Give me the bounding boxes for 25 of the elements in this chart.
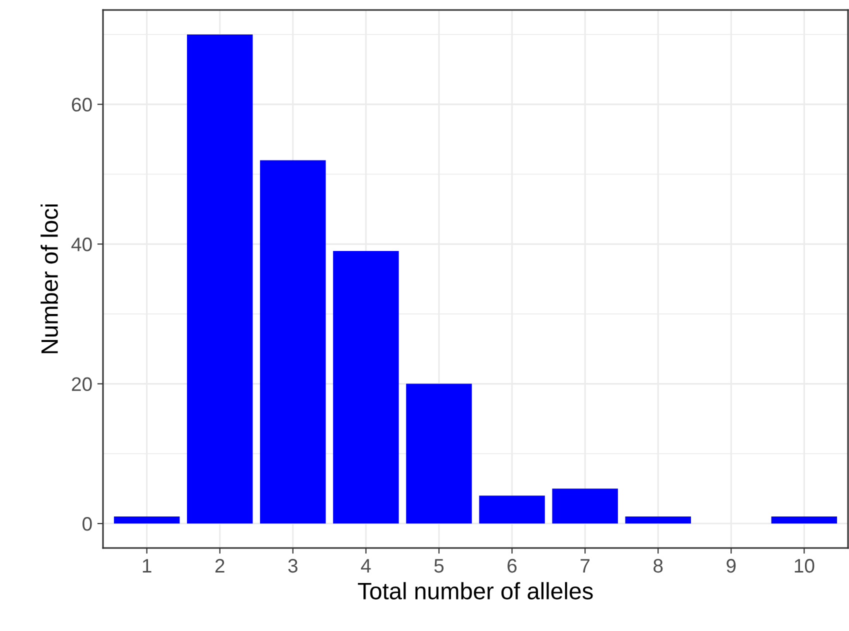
bar	[771, 516, 838, 524]
bar	[552, 488, 618, 524]
x-tick-label: 10	[794, 558, 814, 573]
y-tick-label: 20	[72, 377, 92, 392]
bar	[406, 384, 472, 524]
x-tick-label: 1	[142, 559, 152, 573]
bar	[333, 251, 399, 524]
bar	[625, 516, 691, 524]
x-axis-title: Total number of alleles	[358, 582, 593, 600]
x-tick-label: 4	[360, 559, 371, 573]
y-tick-label: 40	[71, 238, 92, 252]
bar	[114, 516, 180, 524]
x-tick-label: 9	[726, 558, 736, 573]
y-tick-label: 60	[72, 98, 92, 112]
x-tick-label: 3	[288, 558, 298, 573]
bar	[260, 160, 326, 524]
x-tick-label: 8	[654, 558, 663, 573]
x-tick-label: 7	[580, 559, 590, 573]
x-tick-label: 2	[215, 558, 224, 573]
bar	[186, 34, 253, 524]
x-tick-label: 5	[434, 559, 444, 573]
y-tick-label: 0	[82, 517, 92, 531]
y-axis-title: Number of loci	[40, 204, 58, 354]
x-tick-label: 6	[508, 558, 517, 573]
bar	[479, 496, 545, 524]
